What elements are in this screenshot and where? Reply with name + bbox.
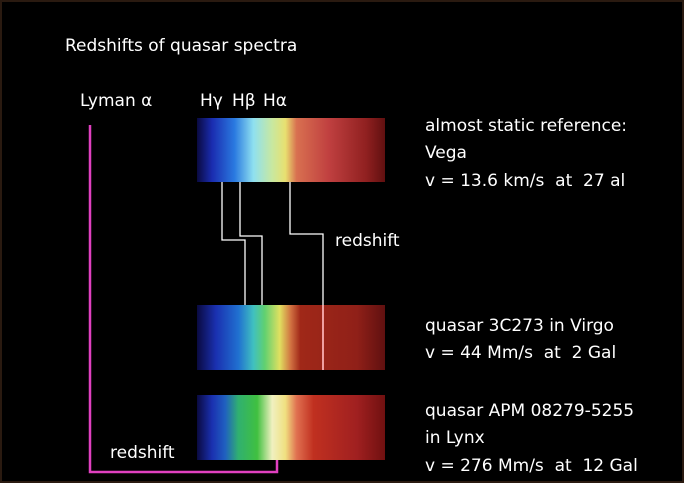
spectrum-caption: in Lynx	[425, 428, 485, 448]
spectrum-caption: v = 44 Mm/s at 2 Gal	[425, 343, 616, 363]
spectrum-vega	[197, 118, 385, 182]
h-alpha-label: Hα	[263, 91, 287, 111]
shift-lines	[221, 182, 324, 305]
spectrum-apm	[197, 395, 385, 460]
redshift-label: redshift	[110, 443, 175, 463]
redshift-label: redshift	[335, 231, 400, 251]
spectrum-caption: quasar 3C273 in Virgo	[425, 316, 614, 336]
h-gamma-label: Hγ	[200, 91, 223, 111]
spectrum-caption: Vega	[425, 143, 467, 163]
spectrum-caption: almost static reference:	[425, 116, 627, 136]
h-beta-label: Hβ	[232, 91, 256, 111]
spectrum-3c273	[197, 305, 385, 370]
spectrum-caption: v = 13.6 km/s at 27 al	[425, 171, 625, 191]
lyman-label: Lyman α	[80, 91, 152, 111]
lyman-shift-line	[88, 125, 279, 474]
spectrum-caption: quasar APM 08279-5255	[425, 401, 634, 421]
title: Redshifts of quasar spectra	[65, 36, 297, 56]
spectrum-caption: v = 276 Mm/s at 12 Gal	[425, 456, 638, 476]
